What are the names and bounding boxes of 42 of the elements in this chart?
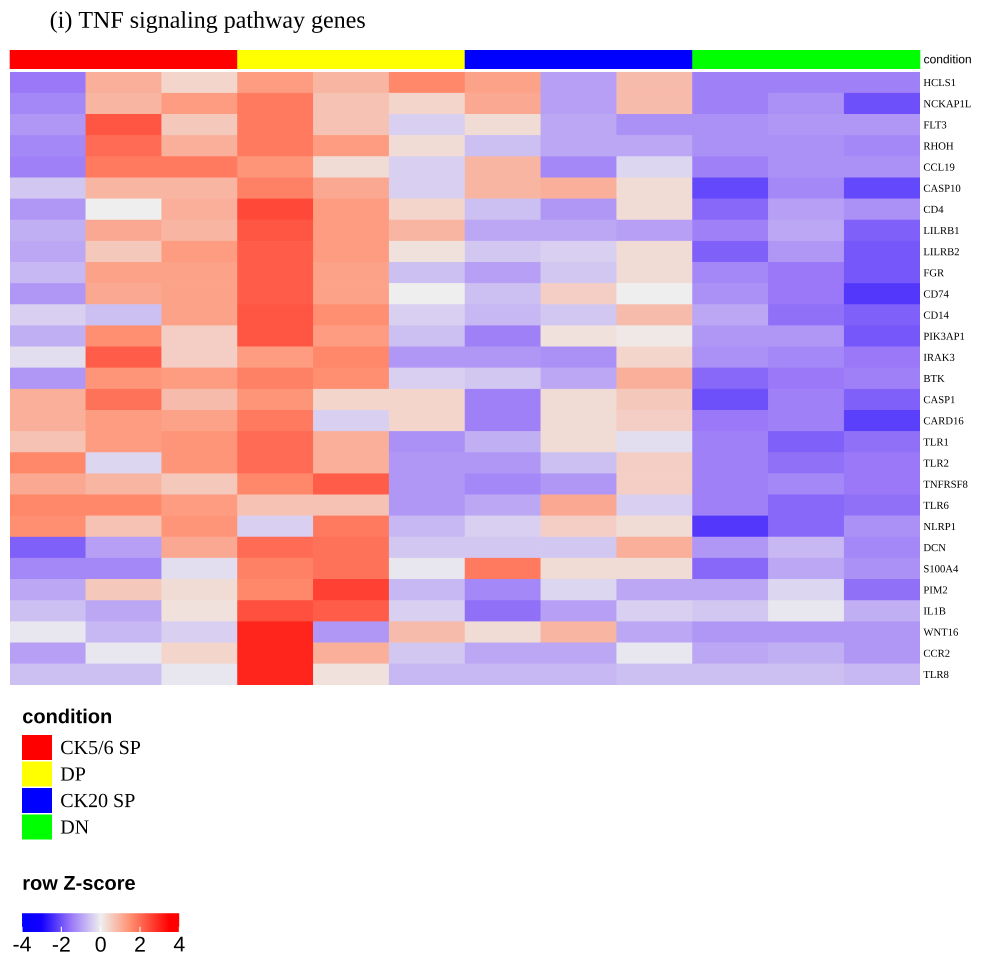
- color-bar-label: 0: [96, 936, 106, 952]
- y-tick-label: FGR: [924, 269, 944, 276]
- y-tick-label: CCR2: [924, 650, 950, 657]
- y-tick-label: PIK3AP1: [924, 332, 964, 340]
- y-tick-label: TLR6: [924, 502, 949, 509]
- text: condition: [924, 54, 971, 64]
- category-label: CK5/6 SP: [61, 740, 140, 754]
- y-tick-label: WNT16: [923, 628, 958, 636]
- y-tick-label: CD4: [924, 206, 944, 213]
- y-tick-label: NLRP1: [924, 522, 956, 530]
- y-tick-label: RHOH: [924, 142, 954, 150]
- legend-title: condition: [23, 708, 112, 724]
- y-tick-label: CCL19: [924, 164, 954, 171]
- color-bar-label: -2: [52, 936, 70, 952]
- y-tick-label: TNFRSF8: [924, 480, 968, 488]
- y-tick-label: CASP1: [924, 396, 955, 404]
- y-tick-label: DCN: [924, 544, 946, 552]
- y-tick-label: IL1B: [924, 607, 946, 615]
- y-tick-label: FLT3: [924, 121, 946, 128]
- color-bar-title: row Z-score: [24, 876, 135, 890]
- y-tick-label: TLR8: [924, 670, 948, 678]
- y-tick-label: NCKAP1L: [924, 100, 971, 108]
- y-tick-label: HCLS1: [924, 78, 956, 86]
- y-tick-label: CD14: [924, 312, 949, 319]
- category-label: DP: [60, 767, 86, 781]
- color-bar-label: 2: [135, 936, 145, 952]
- category-label: CK20 SP: [61, 794, 134, 808]
- chart-title: (i) TNF signaling pathway genes: [50, 11, 365, 33]
- y-tick-label: CASP10: [924, 184, 960, 192]
- y-tick-label: PIM2: [924, 586, 948, 594]
- y-tick-label: TLR1: [924, 438, 948, 446]
- y-tick-label: IRAK3: [924, 354, 954, 361]
- color-bar-label: 4: [174, 936, 185, 952]
- y-tick-label: LILRB2: [924, 248, 959, 256]
- y-tick-label: CD74: [924, 290, 949, 298]
- category-label: DN: [60, 820, 89, 834]
- color-bar-label: -4: [13, 936, 31, 952]
- y-tick-label: BTK: [924, 375, 945, 382]
- y-tick-label: LILRB1: [924, 227, 959, 234]
- y-tick-label: S100A4: [924, 565, 958, 572]
- y-tick-label: CARD16: [924, 417, 964, 424]
- y-tick-label: TLR2: [924, 460, 948, 467]
